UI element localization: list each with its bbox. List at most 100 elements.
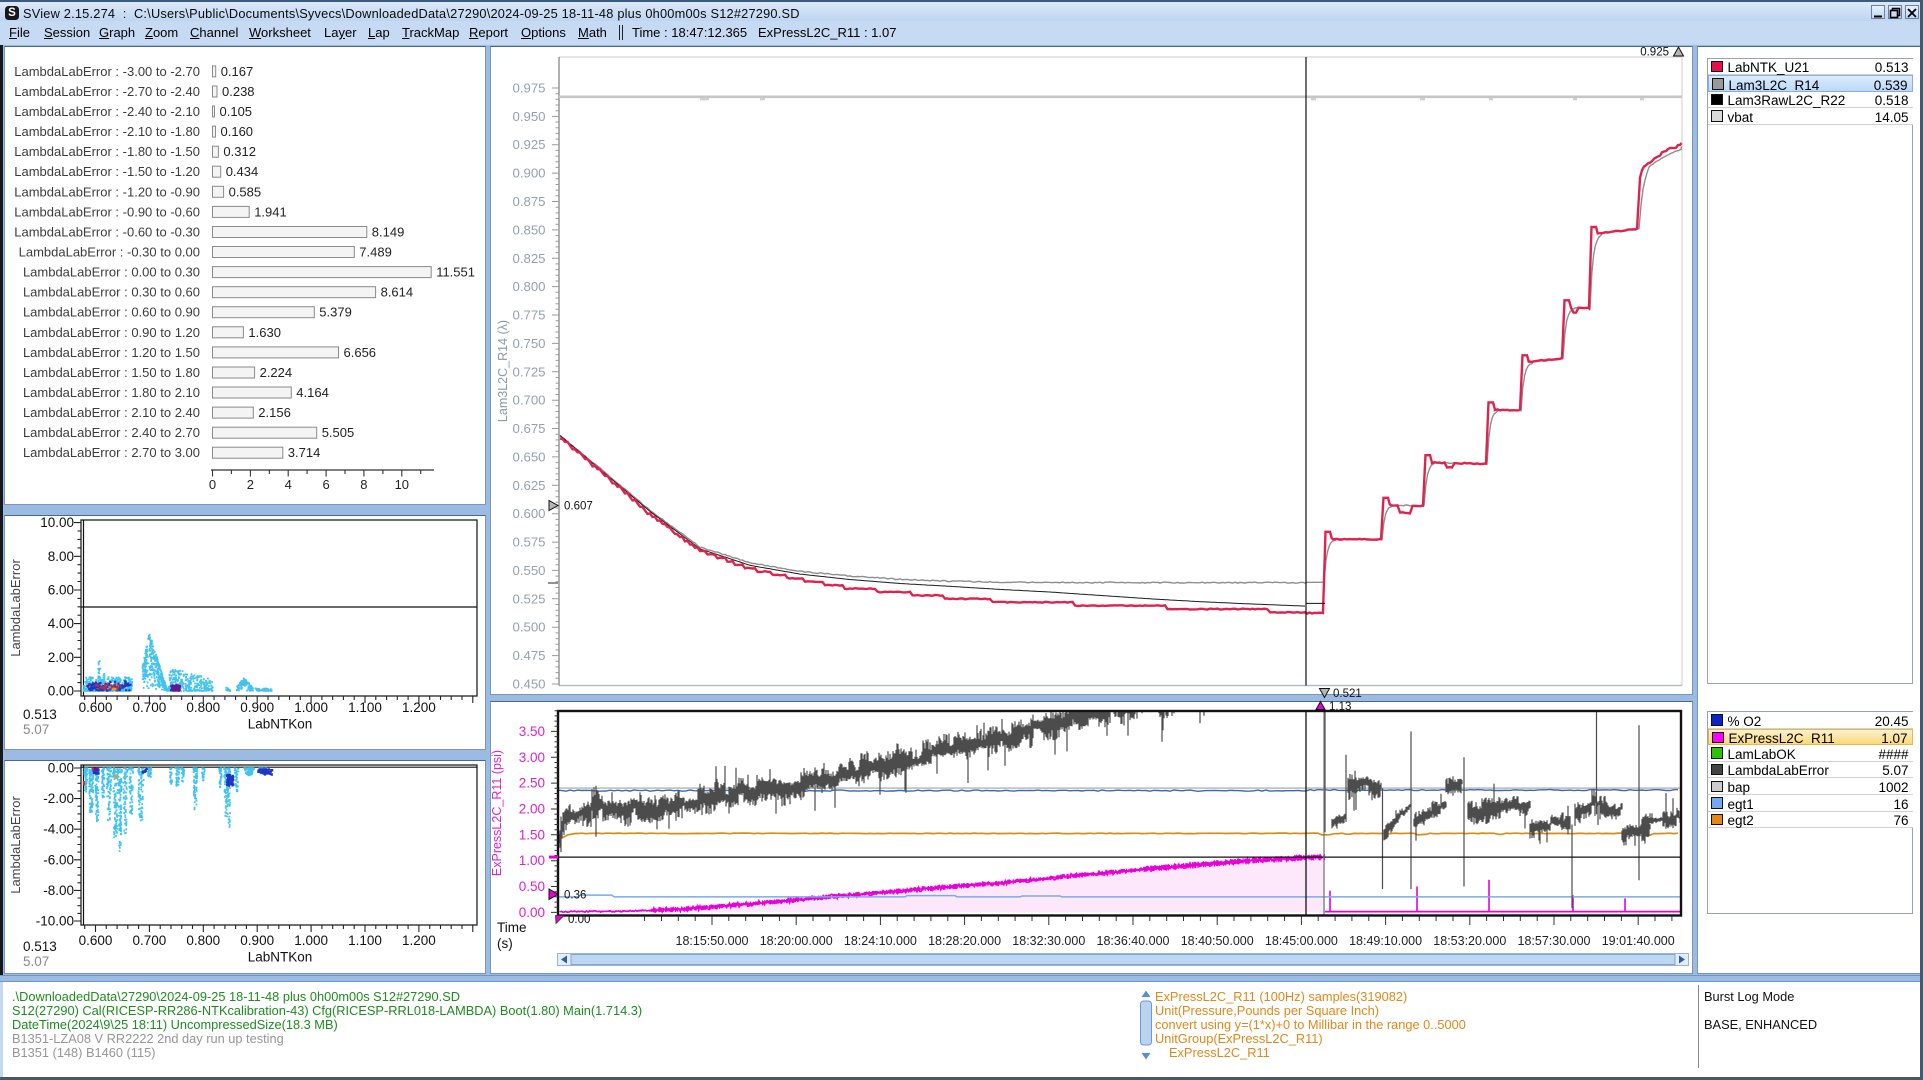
svg-text:0.700: 0.700 — [133, 933, 167, 948]
svg-text:0.800: 0.800 — [512, 279, 545, 294]
svg-text:0.900: 0.900 — [240, 700, 274, 715]
svg-text:LambdaLabError: LambdaLabError — [8, 796, 23, 894]
svg-text:ExPressL2C_R11 (psi): ExPressL2C_R11 (psi) — [490, 750, 504, 876]
svg-text:0.600: 0.600 — [512, 506, 545, 521]
svg-text:-2.00: -2.00 — [43, 791, 74, 806]
svg-text:7.489: 7.489 — [359, 245, 392, 260]
svg-text:LambdaLabError : -2.70 to -2.4: LambdaLabError : -2.70 to -2.40 — [14, 84, 200, 99]
svg-text:LambdaLabError : 1.20 to 1.50: LambdaLabError : 1.20 to 1.50 — [23, 345, 200, 360]
svg-text:0.513: 0.513 — [23, 707, 57, 722]
svg-text:0.475: 0.475 — [512, 648, 545, 663]
svg-text:0.675: 0.675 — [512, 421, 545, 436]
svg-text:0.160: 0.160 — [221, 124, 254, 139]
svg-text:0.513: 0.513 — [23, 939, 57, 954]
svg-text:Lam3L2C_R14 (λ): Lam3L2C_R14 (λ) — [496, 320, 510, 422]
svg-text:6: 6 — [322, 477, 329, 492]
svg-text:0.550: 0.550 — [512, 563, 545, 578]
svg-text:LambdaLabError : -2.40 to -2.1: LambdaLabError : -2.40 to -2.10 — [14, 104, 200, 119]
svg-text:1.50: 1.50 — [519, 827, 545, 842]
svg-text:0.434: 0.434 — [226, 164, 259, 179]
svg-text:18:53:20.000: 18:53:20.000 — [1433, 934, 1506, 948]
svg-text:2: 2 — [247, 477, 254, 492]
svg-text:8.00: 8.00 — [48, 549, 74, 564]
svg-text:0.875: 0.875 — [512, 194, 545, 209]
svg-text:3.714: 3.714 — [288, 445, 321, 460]
svg-text:0.00: 0.00 — [519, 905, 545, 920]
svg-text:-4.00: -4.00 — [43, 822, 74, 837]
svg-text:0.450: 0.450 — [512, 677, 545, 692]
svg-text:LambdaLabError : 0.60 to 0.90: LambdaLabError : 0.60 to 0.90 — [23, 305, 200, 320]
svg-text:0.925: 0.925 — [512, 137, 545, 152]
svg-text:0.00: 0.00 — [48, 761, 74, 776]
svg-text:1.630: 1.630 — [248, 325, 281, 340]
svg-text:10.00: 10.00 — [40, 515, 74, 530]
svg-text:LambdaLabError : -0.90 to -0.6: LambdaLabError : -0.90 to -0.60 — [14, 204, 200, 219]
svg-text:0.312: 0.312 — [223, 144, 256, 159]
svg-text:18:32:30.000: 18:32:30.000 — [1012, 934, 1085, 948]
svg-text:2.00: 2.00 — [48, 650, 74, 665]
svg-text:3.50: 3.50 — [519, 724, 545, 739]
svg-text:0.600: 0.600 — [79, 700, 113, 715]
svg-text:LabNTKon: LabNTKon — [248, 717, 313, 732]
svg-text:0.50: 0.50 — [519, 879, 545, 894]
svg-text:LambdaLabError : -1.80 to -1.5: LambdaLabError : -1.80 to -1.50 — [14, 144, 200, 159]
svg-text:LambdaLabError : 1.80 to 2.10: LambdaLabError : 1.80 to 2.10 — [23, 385, 200, 400]
svg-text:5.379: 5.379 — [319, 305, 352, 320]
svg-text:-6.00: -6.00 — [43, 852, 74, 867]
svg-text:1.200: 1.200 — [402, 933, 436, 948]
svg-text:0.105: 0.105 — [220, 104, 253, 119]
svg-text:0.00: 0.00 — [568, 914, 590, 926]
svg-text:5.07: 5.07 — [23, 954, 49, 969]
svg-text:1.100: 1.100 — [348, 700, 382, 715]
svg-text:0.625: 0.625 — [512, 478, 545, 493]
svg-text:3.00: 3.00 — [519, 750, 545, 765]
svg-text:LambdaLabError : -0.60 to -0.3: LambdaLabError : -0.60 to -0.30 — [14, 225, 200, 240]
svg-text:11.551: 11.551 — [436, 265, 475, 280]
svg-text:1.13: 1.13 — [1329, 701, 1351, 713]
svg-text:2.156: 2.156 — [258, 405, 291, 420]
svg-text:0.00: 0.00 — [48, 684, 74, 699]
svg-text:0.825: 0.825 — [512, 251, 545, 266]
svg-text:8.149: 8.149 — [372, 225, 405, 240]
svg-text:LambdaLabError: LambdaLabError — [8, 559, 23, 657]
svg-text:0.750: 0.750 — [512, 336, 545, 351]
svg-text:4: 4 — [285, 477, 292, 492]
svg-text:18:45:00.000: 18:45:00.000 — [1265, 934, 1338, 948]
svg-text:10: 10 — [395, 477, 409, 492]
svg-text:0.850: 0.850 — [512, 222, 545, 237]
svg-text:0.700: 0.700 — [133, 700, 167, 715]
svg-text:1.200: 1.200 — [402, 700, 436, 715]
svg-text:6.656: 6.656 — [344, 345, 377, 360]
svg-text:0.650: 0.650 — [512, 449, 545, 464]
svg-text:-10.00: -10.00 — [36, 914, 74, 929]
svg-text:0.600: 0.600 — [79, 933, 113, 948]
svg-text:LambdaLabError : 2.70 to 3.00: LambdaLabError : 2.70 to 3.00 — [23, 445, 200, 460]
svg-text:8: 8 — [360, 477, 367, 492]
svg-text:0.238: 0.238 — [222, 84, 255, 99]
svg-text:18:28:20.000: 18:28:20.000 — [928, 934, 1001, 948]
svg-text:2.224: 2.224 — [260, 365, 293, 380]
svg-text:1.100: 1.100 — [348, 933, 382, 948]
svg-text:8.614: 8.614 — [381, 285, 414, 300]
svg-text:2.50: 2.50 — [519, 776, 545, 791]
svg-text:6.00: 6.00 — [48, 583, 74, 598]
svg-text:19:01:40.000: 19:01:40.000 — [1602, 934, 1675, 948]
svg-text:18:24:10.000: 18:24:10.000 — [844, 934, 917, 948]
svg-text:1.941: 1.941 — [254, 204, 287, 219]
svg-text:0.521: 0.521 — [1333, 688, 1362, 700]
svg-text:Time: Time — [497, 920, 527, 935]
svg-text:LambdaLabError : -1.20 to -0.9: LambdaLabError : -1.20 to -0.90 — [14, 184, 200, 199]
svg-text:4.00: 4.00 — [48, 616, 74, 631]
svg-text:0.800: 0.800 — [186, 933, 220, 948]
svg-text:LambdaLabError : 0.30 to 0.60: LambdaLabError : 0.30 to 0.60 — [23, 285, 200, 300]
svg-text:0.575: 0.575 — [512, 535, 545, 550]
svg-text:0.700: 0.700 — [512, 393, 545, 408]
svg-text:18:15:50.000: 18:15:50.000 — [676, 934, 749, 948]
svg-text:LambdaLabError : -2.10 to -1.8: LambdaLabError : -2.10 to -1.80 — [14, 124, 200, 139]
svg-text:0: 0 — [209, 477, 216, 492]
svg-text:0.900: 0.900 — [240, 933, 274, 948]
svg-text:LambdaLabError : 2.40 to 2.70: LambdaLabError : 2.40 to 2.70 — [23, 425, 200, 440]
svg-text:1.000: 1.000 — [294, 700, 328, 715]
svg-text:2.00: 2.00 — [519, 802, 545, 817]
svg-text:LambdaLabError : 2.10 to 2.40: LambdaLabError : 2.10 to 2.40 — [23, 405, 200, 420]
